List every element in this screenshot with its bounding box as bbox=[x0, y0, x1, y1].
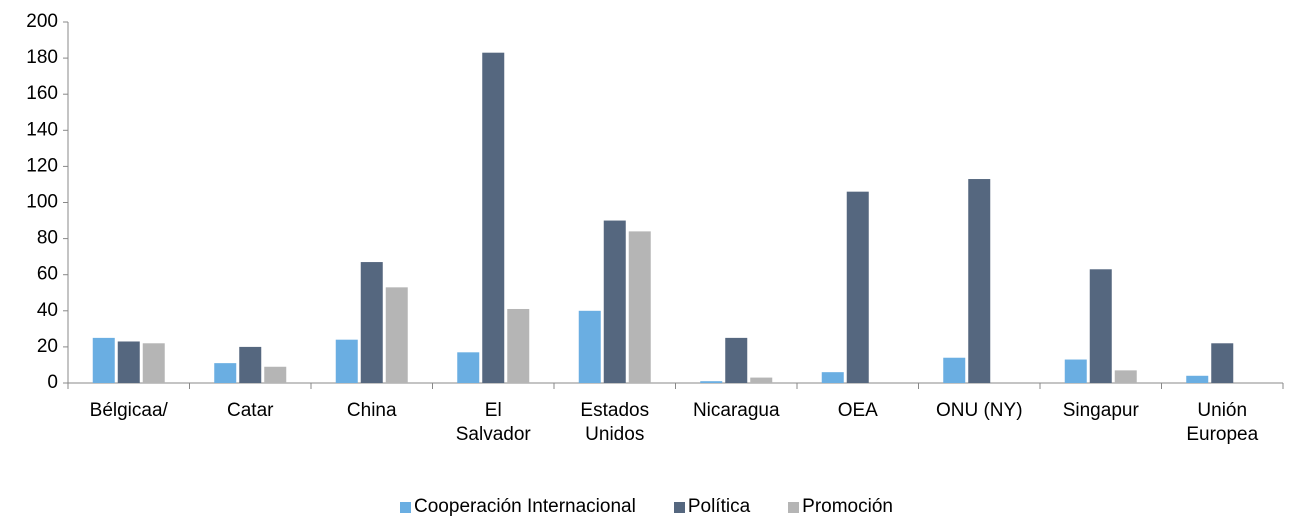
bar bbox=[335, 339, 358, 383]
bar bbox=[943, 357, 966, 383]
bar bbox=[578, 310, 601, 383]
y-tick-label: 40 bbox=[37, 300, 58, 321]
bar bbox=[968, 179, 991, 383]
bar bbox=[628, 231, 651, 383]
bar bbox=[457, 352, 480, 383]
y-tick-label: 140 bbox=[26, 119, 58, 140]
y-tick-label: 20 bbox=[37, 336, 58, 357]
bar bbox=[603, 220, 626, 383]
bar bbox=[1211, 343, 1234, 383]
bar bbox=[507, 308, 530, 383]
bar bbox=[700, 381, 723, 383]
x-tick-label: Unión Europea bbox=[1186, 400, 1259, 445]
bar bbox=[1186, 375, 1209, 383]
x-tick-label: El Salvador bbox=[455, 400, 531, 445]
y-tick-label: 100 bbox=[26, 192, 58, 213]
bar bbox=[117, 341, 140, 383]
y-tick-label: 180 bbox=[26, 47, 58, 68]
x-tick-label: Bélgicaa/ bbox=[89, 400, 168, 421]
bar bbox=[482, 52, 505, 384]
bar bbox=[1114, 370, 1137, 383]
bar bbox=[264, 366, 287, 383]
y-tick-label: 120 bbox=[26, 155, 58, 176]
y-tick-label: 200 bbox=[26, 11, 58, 32]
bar bbox=[214, 363, 237, 383]
bar bbox=[142, 343, 165, 383]
x-tick-label: OEA bbox=[837, 400, 878, 421]
x-tick-label: Estados Unidos bbox=[580, 400, 650, 445]
bar bbox=[1064, 359, 1087, 383]
x-tick-label: ONU (NY) bbox=[935, 400, 1023, 421]
bar bbox=[821, 372, 844, 383]
bar bbox=[725, 337, 748, 383]
legend-label: Promoción bbox=[802, 496, 893, 517]
bar bbox=[1089, 269, 1112, 383]
y-tick-label: 60 bbox=[37, 264, 58, 285]
x-tick-label: Nicaragua bbox=[692, 400, 780, 421]
x-tick-label: Singapur bbox=[1062, 400, 1139, 421]
y-tick-label: 80 bbox=[37, 228, 58, 249]
legend-swatch bbox=[788, 501, 800, 513]
bar bbox=[385, 287, 408, 383]
bar bbox=[360, 262, 383, 383]
legend-item: Promoción bbox=[788, 496, 893, 518]
legend-label: Cooperación Internacional bbox=[414, 496, 636, 517]
bar bbox=[92, 337, 115, 383]
legend: Cooperación Internacional Política Promoci… bbox=[0, 496, 1293, 518]
bar bbox=[239, 346, 262, 383]
x-tick-label: Catar bbox=[227, 400, 274, 421]
x-tick-label: China bbox=[346, 400, 397, 421]
y-tick-label: 0 bbox=[47, 372, 58, 393]
legend-label: Política bbox=[687, 496, 751, 517]
bar bbox=[750, 377, 773, 383]
y-tick-label: 160 bbox=[26, 83, 58, 104]
bar bbox=[846, 191, 869, 383]
legend-swatch bbox=[673, 501, 685, 513]
legend-item: Cooperación Internacional bbox=[400, 496, 636, 518]
legend-item: Política bbox=[673, 496, 751, 518]
legend-swatch bbox=[400, 501, 412, 513]
